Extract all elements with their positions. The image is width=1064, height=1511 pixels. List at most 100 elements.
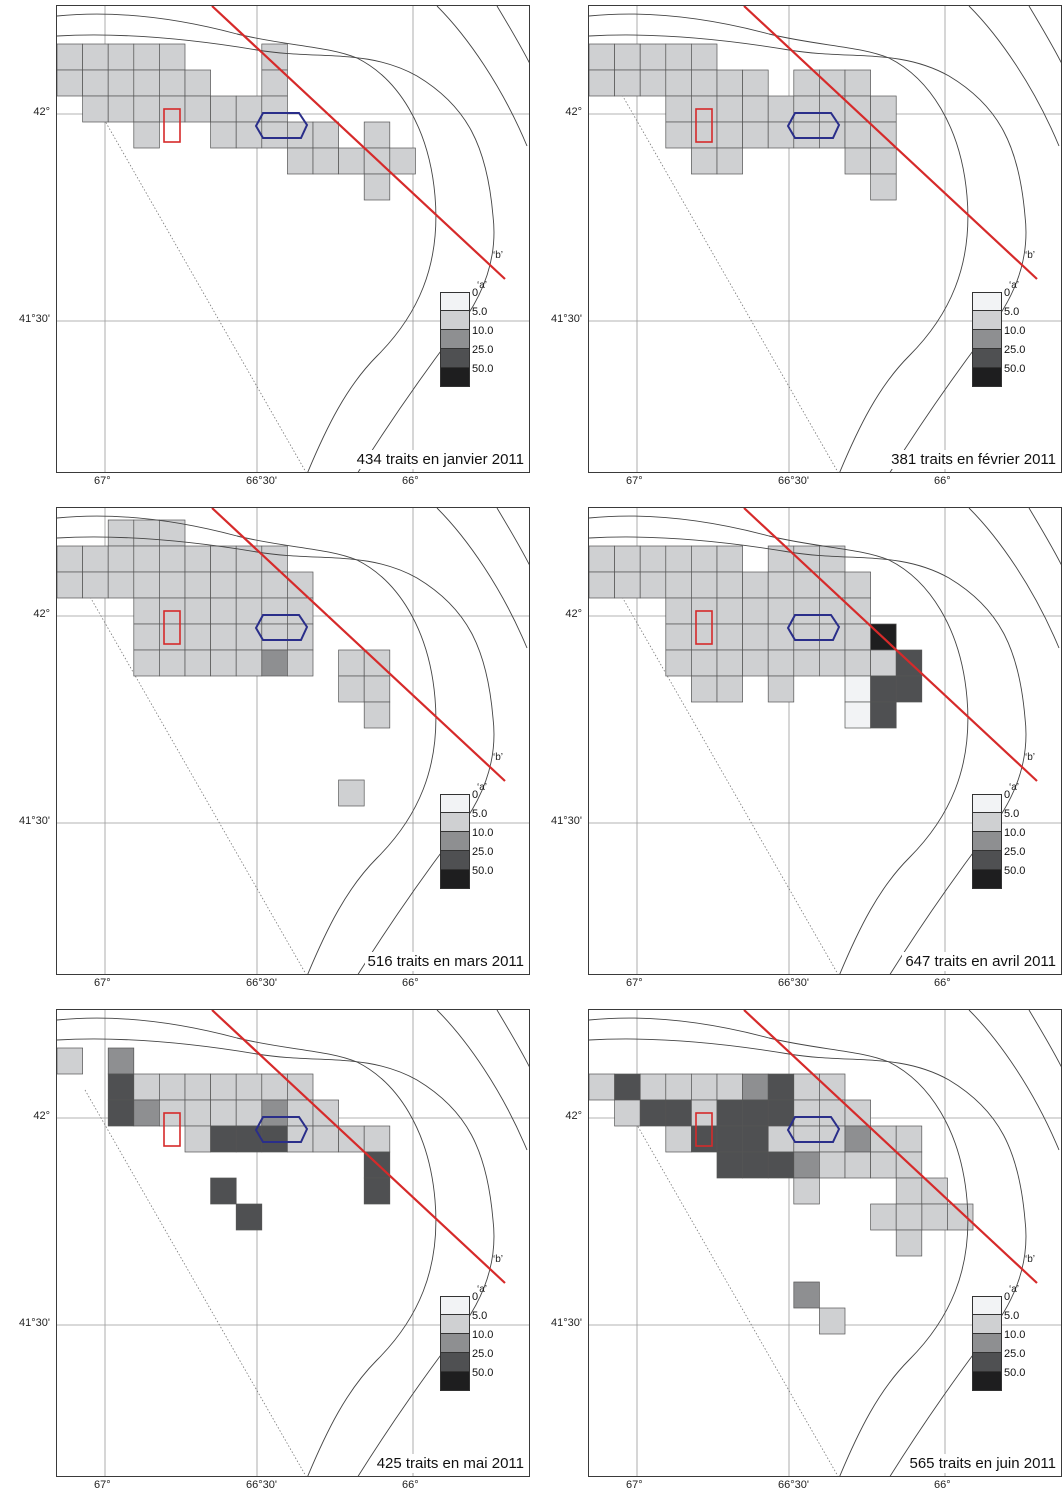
catch-cell [133, 649, 160, 677]
legend-swatch [972, 1353, 1002, 1372]
longitude-label: 66° [402, 977, 419, 989]
catch-cell [767, 121, 795, 149]
catch-cell [716, 1099, 743, 1127]
catch-cell [767, 675, 795, 703]
catch-cell [819, 597, 846, 625]
catch-cell [133, 571, 160, 599]
legend: 0 5.0 10.0 25.0 50.0 [972, 287, 1025, 387]
latitude-label: 41°30' [19, 1317, 50, 1329]
catch-cell [665, 545, 692, 573]
legend-swatch [440, 851, 470, 870]
catch-cell [82, 545, 109, 573]
panel-caption: 647 traits en avril 2011 [902, 952, 1059, 971]
catch-cell [235, 1203, 263, 1231]
catch-cell [716, 623, 743, 651]
catch-cell [844, 69, 871, 97]
legend-swatch [440, 1372, 470, 1391]
catch-cell [767, 1073, 795, 1101]
catch-cell [691, 69, 718, 97]
legend-row: 5.0 [440, 1310, 493, 1334]
catch-cell [921, 1177, 948, 1205]
catch-cell [691, 571, 718, 599]
catch-cell [742, 1073, 769, 1101]
map-panel-3: ‘b’ ‘a’ 0 5.0 10.0 25.0 50.0 516 traits en mars… [56, 507, 530, 975]
closed-area-polygon [254, 112, 309, 139]
panel-caption: 516 traits en mars 2011 [364, 952, 527, 971]
catch-cell [844, 1151, 871, 1179]
catch-cell [184, 95, 211, 123]
legend-row: 25.0 [440, 1348, 493, 1372]
panel-caption: 381 traits en février 2011 [888, 450, 1059, 469]
map-panel-6: ‘b’ ‘a’ 0 5.0 10.0 25.0 50.0 565 traits en juin… [588, 1009, 1062, 1477]
legend-swatch [440, 349, 470, 368]
catch-cell [844, 571, 871, 599]
catch-cell [287, 1099, 314, 1127]
catch-cell [742, 597, 769, 625]
catch-cell [767, 1151, 795, 1179]
closed-area-polygon [786, 112, 841, 139]
latitude-label: 42° [565, 1110, 582, 1122]
catch-cell [312, 1125, 339, 1153]
catch-cell [793, 623, 820, 651]
panel-caption: 565 traits en juin 2011 [906, 1454, 1059, 1473]
legend-swatch [440, 292, 470, 311]
boundary-dotted-line [84, 1089, 307, 1476]
catch-cell [235, 649, 263, 677]
line-label-b: ‘b’ [1025, 250, 1035, 261]
bathymetry-contour [589, 13, 969, 472]
catch-cell [107, 69, 135, 97]
catch-cell [870, 95, 897, 123]
longitude-label: 67° [626, 475, 643, 487]
catch-cell [235, 1099, 263, 1127]
bathymetry-contour [496, 1010, 529, 1068]
catch-cell [844, 1125, 871, 1153]
catch-cell [184, 597, 211, 625]
bathymetry-contour [57, 13, 437, 472]
catch-cell [742, 1125, 769, 1153]
latitude-label: 41°30' [19, 313, 50, 325]
catch-cell [742, 95, 769, 123]
catch-cell [639, 1073, 667, 1101]
map-panel-4: ‘b’ ‘a’ 0 5.0 10.0 25.0 50.0 647 traits en avri… [588, 507, 1062, 975]
catch-cell [133, 623, 160, 651]
legend-swatch [440, 870, 470, 889]
catch-cell [665, 1073, 692, 1101]
legend-swatch [440, 311, 470, 330]
catch-cell [159, 545, 186, 573]
catch-cell [338, 779, 365, 807]
legend-swatch [972, 311, 1002, 330]
transect-line [743, 1010, 1038, 1284]
bathymetry-contour [496, 6, 529, 64]
catch-cell [159, 69, 186, 97]
panel-caption: 434 traits en janvier 2011 [353, 450, 527, 469]
catch-cell [287, 147, 314, 175]
legend-label: 50.0 [472, 865, 494, 877]
catch-cell [363, 1125, 391, 1153]
legend-label: 5.0 [472, 1310, 488, 1322]
catch-cell [716, 1073, 743, 1101]
catch-cell [742, 69, 769, 97]
legend-row: 0 [972, 789, 1025, 813]
legend-label: 25.0 [472, 344, 494, 356]
catch-cell [793, 597, 820, 625]
legend-swatch [972, 368, 1002, 387]
catch-cell [819, 1125, 846, 1153]
legend-row: 5.0 [972, 306, 1025, 330]
catch-cell [665, 1099, 692, 1127]
closed-area-rectangle [695, 108, 713, 143]
longitude-label: 66°30' [246, 1479, 277, 1491]
catch-cell [82, 571, 109, 599]
line-label-b: ‘b’ [493, 752, 503, 763]
catch-cell [895, 1125, 923, 1153]
coast-contour [968, 1010, 1060, 1151]
legend-label: 25.0 [1004, 846, 1026, 858]
legend-label: 0 [472, 287, 479, 299]
longitude-label: 66°30' [246, 977, 277, 989]
catch-cell [235, 121, 263, 149]
legend-label: 5.0 [1004, 1310, 1020, 1322]
catch-cell [210, 121, 237, 149]
longitude-label: 66°30' [246, 475, 277, 487]
coast-contour [968, 508, 1060, 649]
catch-cell [767, 649, 795, 677]
